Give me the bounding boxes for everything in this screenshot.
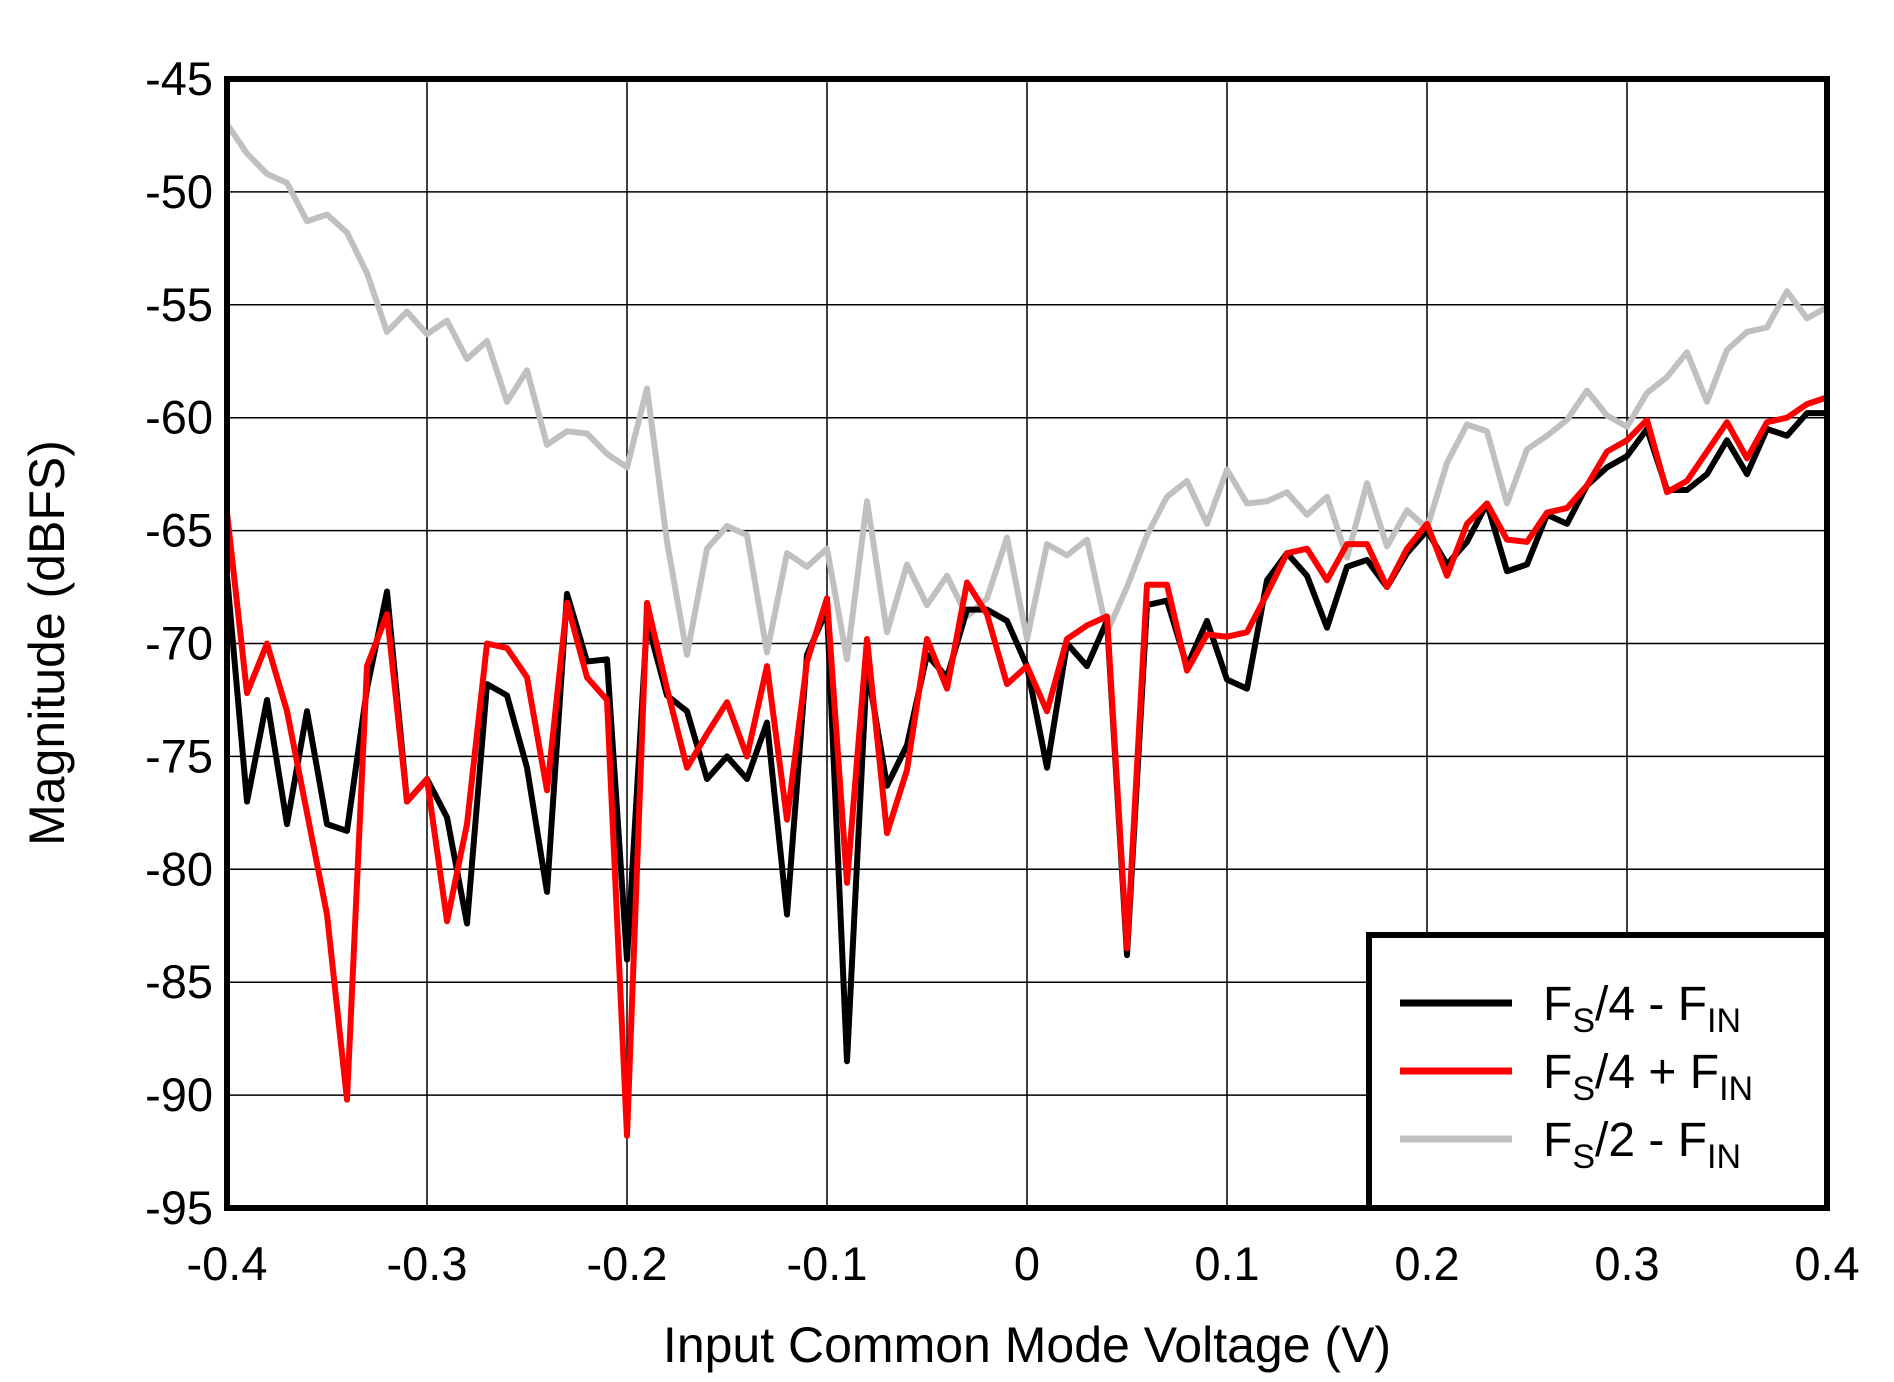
legend-label-part: /2 - F [1595,1114,1707,1167]
legend-label: FS/4 + FIN [1543,1046,1753,1108]
y-axis-label: Magnitude (dBFS) [19,440,75,846]
y-tick-label: -45 [145,52,213,105]
legend-item: FS/4 + FIN [1400,1046,1753,1108]
legend-label: FS/4 - FIN [1543,978,1741,1040]
legend-item: FS/2 - FIN [1400,1114,1741,1176]
legend-label-part: IN [1707,1138,1741,1176]
y-tick-label: -90 [145,1068,213,1121]
legend-label: FS/2 - FIN [1543,1114,1741,1176]
y-tick-label: -80 [145,842,213,895]
x-tick-label: -0.3 [387,1237,468,1290]
legend-label-part: IN [1707,1002,1741,1040]
x-axis-label: Input Common Mode Voltage (V) [663,1317,1391,1373]
legend-label-part: S [1572,1002,1595,1040]
legend-label-part: F [1543,1046,1572,1099]
x-tick-label: 0 [1014,1237,1040,1290]
x-tick-label: 0.2 [1394,1237,1459,1290]
legend-label-part: F [1543,978,1572,1031]
legend-label-part: /4 - F [1595,978,1707,1031]
series-line-3 [224,122,1829,663]
series-lines [224,122,1829,1139]
y-tick-label: -95 [145,1181,213,1234]
y-tick-label: -75 [145,729,213,782]
legend-label-part: S [1572,1070,1595,1108]
y-tick-label: -70 [145,617,213,670]
legend-item: FS/4 - FIN [1400,978,1741,1040]
x-tick-label: 0.3 [1594,1237,1659,1290]
x-tick-label: 0.1 [1194,1237,1259,1290]
x-tick-label: -0.4 [187,1237,268,1290]
y-tick-label: -55 [145,278,213,331]
series-line-2 [224,394,1828,1139]
legend-label-part: F [1543,1114,1572,1167]
y-tick-labels: -45 -50 -55 -60 -65 -70 -75 -80 -85 -90 -95 [145,52,213,1234]
x-tick-label: -0.1 [787,1237,868,1290]
y-tick-label: -60 [145,391,213,444]
plot-frame [224,76,1830,1211]
x-tick-labels: -0.4 -0.3 -0.2 -0.1 0 0.1 0.2 0.3 0.4 [187,1237,1860,1290]
y-tick-label: -65 [145,504,213,557]
legend-label-part: S [1572,1138,1595,1176]
y-tick-label: -85 [145,955,213,1008]
legend-label-part: /4 + F [1595,1046,1719,1099]
legend-label-part: IN [1719,1070,1753,1108]
y-tick-label: -50 [145,165,213,218]
x-tick-label: 0.4 [1794,1237,1859,1290]
x-tick-label: -0.2 [587,1237,668,1290]
